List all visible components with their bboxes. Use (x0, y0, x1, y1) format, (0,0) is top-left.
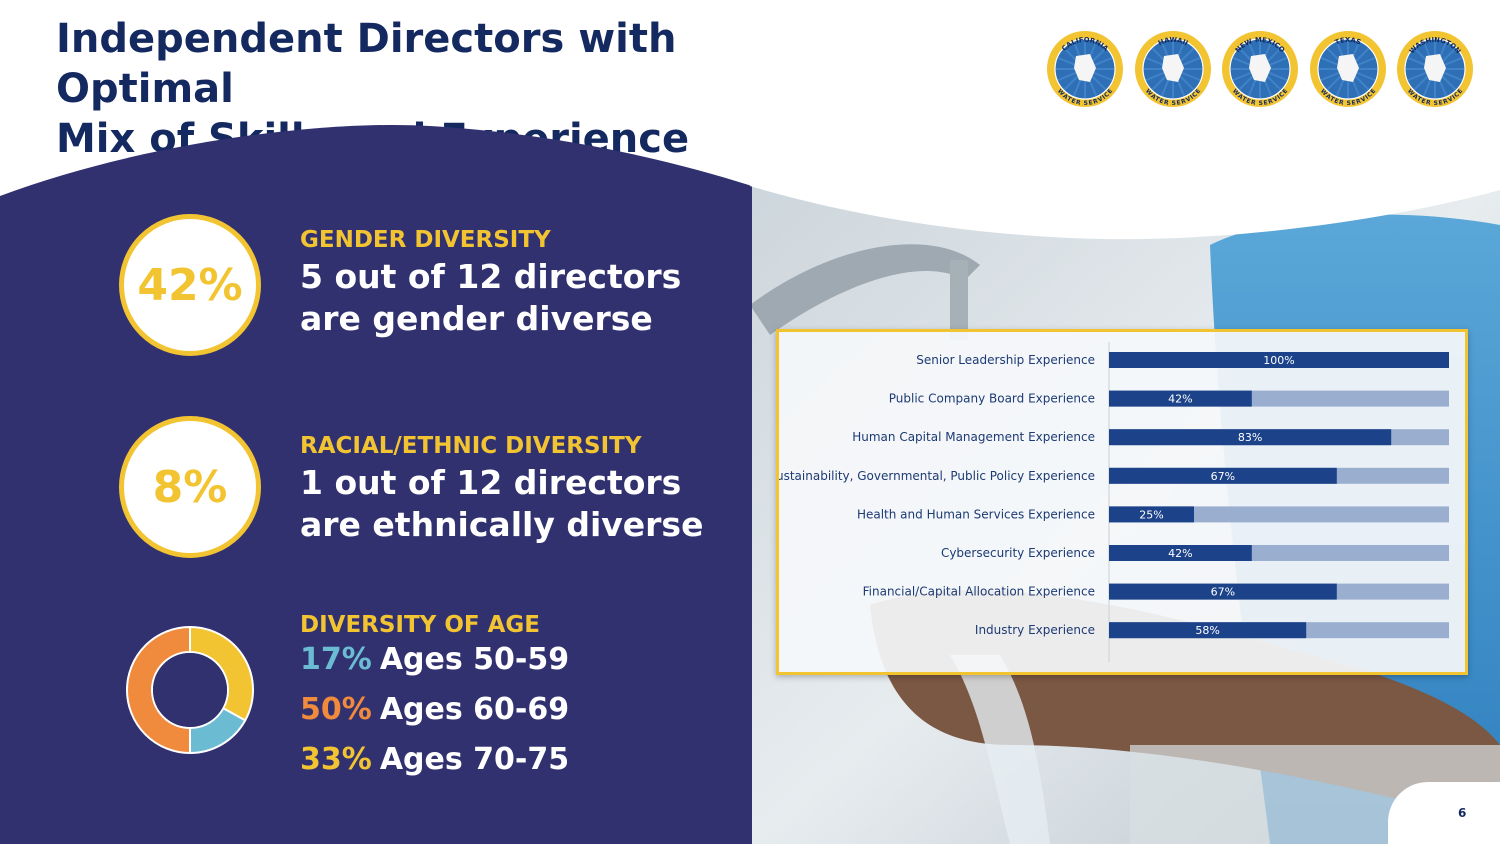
age-group-2-pct: 50% (300, 692, 372, 727)
bar-value-label: 42% (1168, 393, 1192, 406)
bar (1109, 429, 1392, 446)
age-group-3-pct: 33% (300, 742, 372, 777)
age-donut-chart (126, 625, 254, 755)
top-wave (750, 120, 1500, 240)
bar-value-label: 67% (1211, 470, 1235, 483)
ethnic-percent-circle: 8% (119, 416, 261, 558)
ethnic-description: 1 out of 12 directors are ethnically div… (300, 462, 720, 546)
age-group-1: 17% Ages 50-59 (300, 642, 569, 677)
ethnic-line-1: 1 out of 12 directors (300, 463, 682, 502)
seal-top-text: TEXAS (1334, 36, 1362, 47)
bar-value-label: 100% (1263, 354, 1294, 367)
bar-value-label: 25% (1139, 508, 1163, 521)
ethnic-percent: 8% (152, 461, 228, 513)
new-mexico-shape-icon (1249, 54, 1271, 82)
category-label: Health and Human Services Experience (857, 507, 1095, 521)
bar (1109, 622, 1307, 639)
page-number-tab (1388, 782, 1500, 844)
bar (1109, 390, 1252, 407)
age-group-1-label: Ages 50-59 (379, 642, 570, 677)
skills-bar-chart: Senior Leadership Experience 100% Public C… (779, 342, 1449, 662)
bar (1109, 506, 1194, 523)
page-number: 6 (1458, 806, 1467, 820)
ethnic-heading: RACIAL/ETHNIC DIVERSITY (300, 433, 642, 459)
bar-value-label: 58% (1195, 624, 1219, 637)
bar (1109, 545, 1252, 561)
category-label: Cybersecurity Experience (941, 546, 1095, 560)
hawaii-water-service-logo: HAWAII WATER SERVICE (1134, 30, 1212, 108)
gender-description: 5 out of 12 directors are gender diverse (300, 256, 720, 340)
category-label: Public Company Board Experience (889, 392, 1095, 406)
bar (1109, 467, 1337, 484)
gender-percent: 42% (137, 259, 243, 311)
age-group-2-label: Ages 60-69 (379, 692, 570, 727)
age-heading: DIVERSITY OF AGE (300, 612, 541, 638)
ethnic-line-2: are ethnically diverse (300, 505, 704, 544)
washington-shape-icon (1424, 54, 1446, 82)
category-label: Financial/Capital Allocation Experience (863, 585, 1095, 599)
gender-percent-circle: 42% (119, 214, 261, 356)
age-group-3-label: Ages 70-75 (379, 742, 570, 777)
washington-water-service-logo: WASHINGTON WATER SERVICE (1396, 30, 1474, 108)
category-label: Senior Leadership Experience (916, 353, 1095, 367)
bar-value-label: 42% (1168, 547, 1192, 560)
donut-slice-3 (126, 625, 191, 755)
gender-line-1: 5 out of 12 directors (300, 257, 682, 296)
texas-water-service-logo: TEXAS WATER SERVICE (1309, 30, 1387, 108)
bar (1109, 583, 1337, 600)
gender-heading: GENDER DIVERSITY (300, 227, 551, 253)
bar (1109, 352, 1449, 368)
california-water-service-logo: CALIFORNIA WATER SERVICE (1046, 30, 1124, 108)
texas-shape-icon (1337, 54, 1359, 82)
age-group-1-pct: 17% (300, 642, 372, 677)
age-group-2: 50% Ages 60-69 (300, 692, 569, 727)
donut-hole (153, 653, 227, 727)
gender-line-2: are gender diverse (300, 299, 653, 338)
title-line-1: Independent Directors with Optimal (56, 16, 677, 112)
bar-value-label: 67% (1211, 586, 1235, 599)
category-label: Sustainability, Governmental, Public Pol… (779, 469, 1095, 483)
bar-value-label: 83% (1238, 431, 1262, 444)
seal-top-text: HAWAII (1157, 36, 1189, 47)
california-shape-icon (1074, 54, 1096, 82)
category-label: Industry Experience (975, 623, 1095, 637)
category-label: Human Capital Management Experience (852, 430, 1095, 444)
skills-chart-card: Senior Leadership Experience 100% Public C… (776, 329, 1468, 675)
hawaii-islands-icon (1162, 54, 1184, 82)
new-mexico-water-service-logo: NEW MEXICO WATER SERVICE (1221, 30, 1299, 108)
age-group-3: 33% Ages 70-75 (300, 742, 569, 777)
